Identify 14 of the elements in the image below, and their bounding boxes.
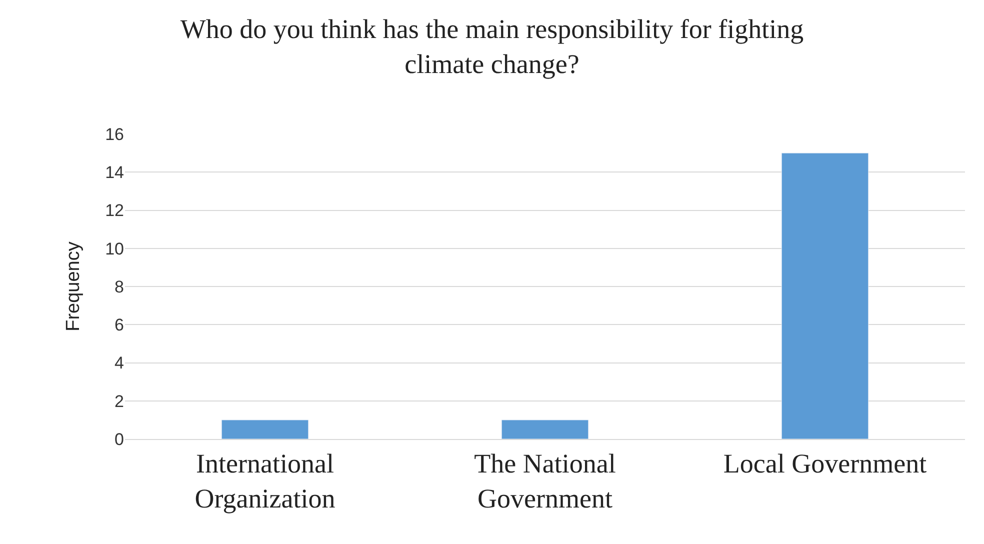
y-tick-label: 12: [105, 201, 124, 220]
chart-title: Who do you think has the main responsibility for fighting climate change?: [180, 14, 804, 80]
y-tick-label: 4: [114, 354, 124, 373]
y-tick-label: 0: [114, 430, 124, 449]
y-tick-label: 8: [114, 277, 124, 296]
y-axis-title: Frequency: [62, 241, 84, 332]
y-tick-label: 16: [105, 124, 124, 144]
y-tick-label: 10: [105, 239, 124, 258]
y-tick-label: 14: [105, 163, 124, 182]
x-tick-label: The National Government: [474, 448, 616, 514]
x-tick-label: International Organization: [194, 448, 336, 514]
y-tick-label: 2: [114, 392, 124, 411]
y-tick-label: 6: [114, 316, 124, 335]
x-tick-label: Local Government: [723, 448, 928, 478]
